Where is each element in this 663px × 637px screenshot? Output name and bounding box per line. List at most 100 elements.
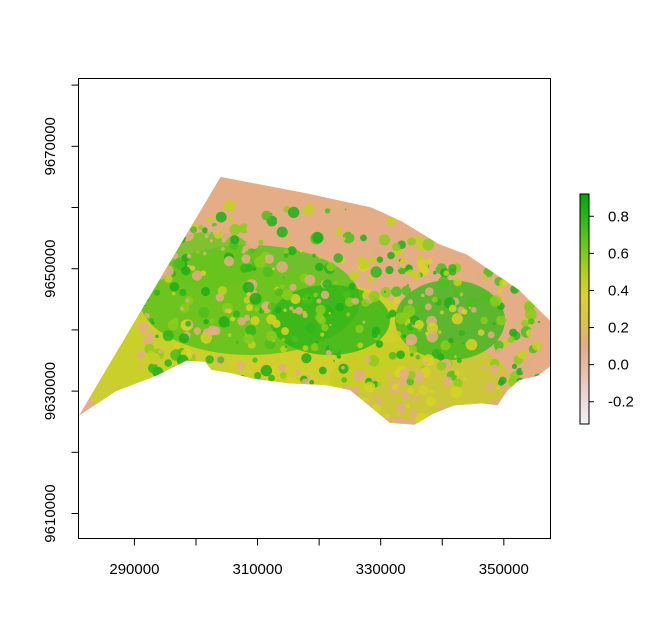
raster-cell <box>230 394 233 397</box>
raster-cell <box>456 407 462 413</box>
raster-cell <box>413 395 420 402</box>
raster-cell <box>284 389 291 396</box>
raster-cell <box>168 389 180 402</box>
raster-cell <box>260 364 273 377</box>
raster-cell <box>508 391 519 401</box>
raster-cell <box>482 420 488 425</box>
raster-cell <box>186 253 192 259</box>
raster-cell <box>353 422 358 425</box>
raster-cell <box>162 388 166 391</box>
raster-cell <box>298 416 305 423</box>
raster-cell <box>276 226 288 238</box>
raster-cell <box>204 234 209 239</box>
raster-cell <box>302 310 307 315</box>
raster-cell <box>395 312 408 325</box>
raster-cell <box>286 403 292 409</box>
raster-cell <box>322 279 332 289</box>
raster-cell <box>203 319 209 325</box>
raster-cell <box>190 265 196 271</box>
raster-cell <box>438 276 449 288</box>
raster-cell <box>528 398 534 404</box>
raster-cell <box>175 232 186 244</box>
y-tick-label: 9630000 <box>42 362 59 420</box>
raster-cell <box>324 216 334 226</box>
raster-cell <box>506 198 513 205</box>
raster-cell <box>518 250 527 259</box>
raster-cell <box>418 200 426 208</box>
raster-cell <box>201 392 208 400</box>
raster-cell <box>287 241 292 246</box>
raster-cell <box>242 281 255 294</box>
raster-cell <box>497 211 503 218</box>
raster-cell <box>144 392 156 404</box>
raster-cell <box>329 323 332 327</box>
raster-cell <box>477 329 485 336</box>
raster-cell <box>522 220 527 226</box>
raster-cell <box>223 256 235 267</box>
raster-cell <box>414 235 423 244</box>
raster-cell <box>404 210 409 215</box>
raster-cell <box>312 416 323 425</box>
raster-cell <box>426 322 439 334</box>
raster-cell <box>350 416 362 425</box>
raster-cell <box>504 390 510 396</box>
raster-cell <box>161 213 165 217</box>
raster-cell <box>439 413 447 421</box>
raster-cell <box>486 201 495 210</box>
raster-cell <box>407 237 416 246</box>
legend-tick-label: 0.2 <box>608 320 629 337</box>
raster-cell <box>189 216 198 225</box>
raster-cell <box>342 418 353 425</box>
raster-cell <box>382 356 389 363</box>
raster-cell <box>501 280 508 286</box>
raster-cell <box>302 298 305 300</box>
raster-cell <box>527 204 534 211</box>
raster-cell <box>482 242 493 253</box>
raster-cell <box>179 288 187 297</box>
raster-cell <box>517 277 524 284</box>
raster-cell <box>204 404 208 408</box>
raster-cell <box>147 394 159 406</box>
raster-cell <box>222 384 233 396</box>
raster-cell <box>357 342 364 349</box>
raster-cell <box>407 299 414 305</box>
raster-cell <box>371 216 381 226</box>
raster-cell <box>520 386 528 394</box>
raster-cell <box>158 226 169 238</box>
raster-cell <box>456 213 459 216</box>
raster-cell <box>234 218 238 221</box>
raster-cell <box>336 385 343 392</box>
raster-cell <box>168 216 176 224</box>
raster-cell <box>407 386 415 394</box>
raster-cell <box>226 384 233 392</box>
raster-cell <box>355 403 366 414</box>
legend-tick-label: 0.8 <box>608 208 629 225</box>
raster-cell <box>289 306 294 311</box>
raster-cell <box>350 327 354 332</box>
raster-cell <box>489 295 502 307</box>
raster-cell <box>399 368 410 379</box>
raster-cell <box>393 329 397 333</box>
raster-cell <box>284 345 288 348</box>
raster-cell <box>309 379 315 385</box>
raster-cell <box>162 371 167 376</box>
raster-cell <box>409 281 418 290</box>
raster-cell <box>266 330 277 342</box>
raster-cell <box>261 395 267 401</box>
raster-cell <box>526 377 536 387</box>
raster-cell <box>364 356 371 364</box>
raster-cell <box>283 253 289 258</box>
raster-cell <box>498 246 508 256</box>
raster-cell <box>473 237 481 246</box>
raster-cell <box>388 419 393 423</box>
raster-cell <box>217 356 225 364</box>
raster-cell <box>199 414 208 423</box>
raster-cell <box>418 306 425 314</box>
raster-cell <box>345 424 355 425</box>
raster-cell <box>534 399 543 409</box>
raster-cell <box>282 276 285 280</box>
raster-cell <box>250 316 260 326</box>
raster-cell <box>474 210 480 216</box>
raster-cell <box>261 210 272 221</box>
raster-cell <box>329 341 341 354</box>
